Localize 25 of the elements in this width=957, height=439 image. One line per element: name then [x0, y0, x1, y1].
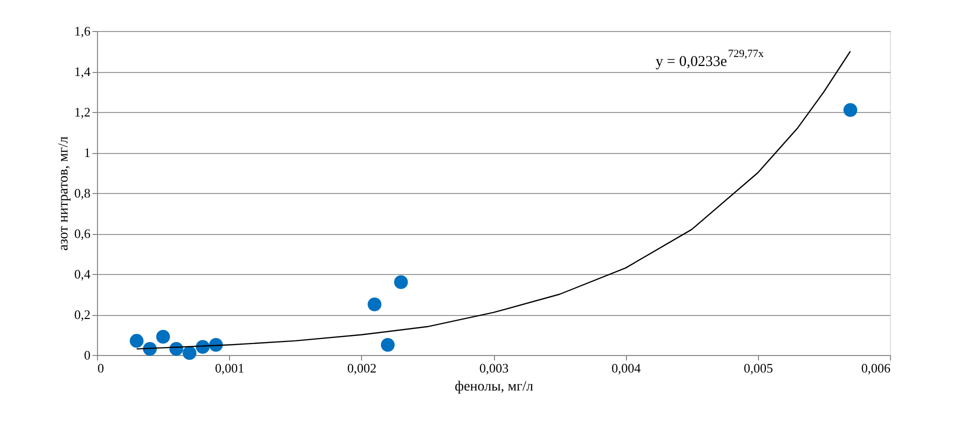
- point: [368, 297, 382, 312]
- y-tick-label: 1,2: [74, 104, 90, 120]
- x-tick-label: 0,006: [861, 360, 891, 376]
- x-tick-label: 0,003: [479, 360, 509, 376]
- x-axis-title: фенолы, мг/л: [454, 380, 534, 394]
- y-tick-label: 0,4: [74, 266, 91, 282]
- x-tick-label: 0,001: [215, 360, 244, 376]
- y-tick-label: 0,8: [74, 186, 90, 200]
- y-axis-title: азот нитратов, мг/л: [56, 136, 72, 251]
- y-tick-label: 1,4: [74, 64, 91, 79]
- point: [130, 334, 144, 348]
- point: [182, 346, 196, 360]
- x-tick-label: 0,005: [744, 360, 773, 376]
- x-tick-label: 0,002: [347, 360, 376, 376]
- y-tick-label: 1,6: [74, 24, 91, 38]
- point: [843, 103, 858, 117]
- x-tick-label: 0,004: [612, 360, 642, 376]
- y-tick-label: 0,6: [74, 226, 91, 241]
- y-tick-label: 1: [84, 145, 90, 160]
- y-tick-label: 0,2: [74, 307, 90, 322]
- point: [156, 330, 170, 344]
- point: [394, 275, 408, 289]
- point: [380, 338, 395, 352]
- x-tick-label: 0: [98, 360, 104, 376]
- y-tick-label: 0: [84, 348, 90, 362]
